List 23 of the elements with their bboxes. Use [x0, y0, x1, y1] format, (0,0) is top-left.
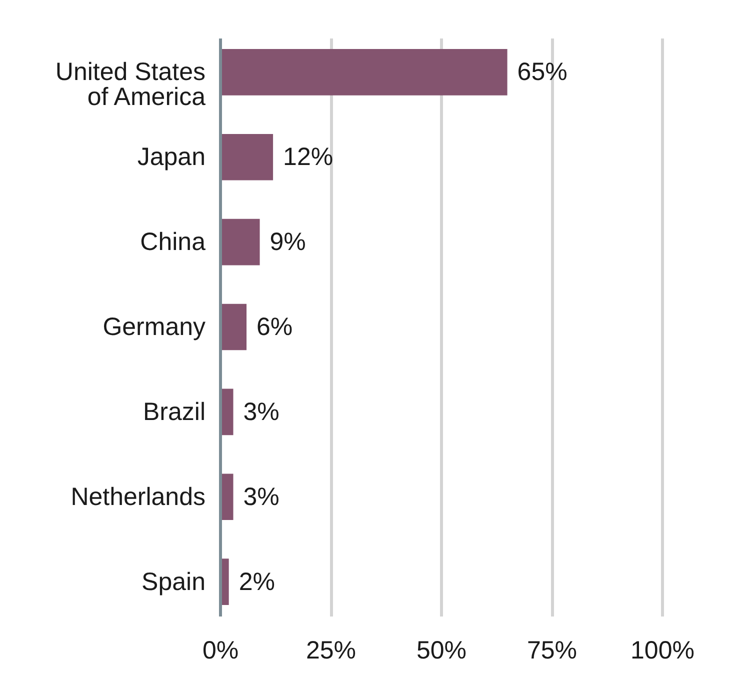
bar	[220, 304, 247, 350]
x-tick-label: 0%	[202, 636, 239, 664]
data-label: 3%	[243, 482, 280, 511]
data-label: 12%	[283, 143, 334, 172]
data-label: 2%	[238, 568, 275, 596]
data-label: 65%	[517, 58, 568, 86]
y-tick-label: Netherlands	[70, 482, 206, 511]
x-tick-label: 100%	[630, 636, 694, 664]
data-label: 6%	[256, 313, 293, 341]
data-label: 9%	[270, 228, 306, 256]
y-tick-label: China	[140, 228, 206, 256]
x-tick-label: 50%	[416, 636, 467, 664]
x-tick-label: 25%	[306, 636, 356, 664]
y-tick-label: Japan	[137, 143, 206, 172]
y-tick-label: Spain	[142, 568, 206, 596]
bar	[220, 218, 260, 266]
y-tick-label: United States of America	[55, 58, 206, 112]
y-tick-label: Brazil	[142, 398, 206, 426]
data-label: 3%	[243, 398, 280, 426]
y-tick-label: Germany	[102, 313, 206, 341]
bar	[220, 49, 508, 96]
bar	[220, 134, 274, 180]
x-tick-label: 75%	[526, 636, 578, 664]
